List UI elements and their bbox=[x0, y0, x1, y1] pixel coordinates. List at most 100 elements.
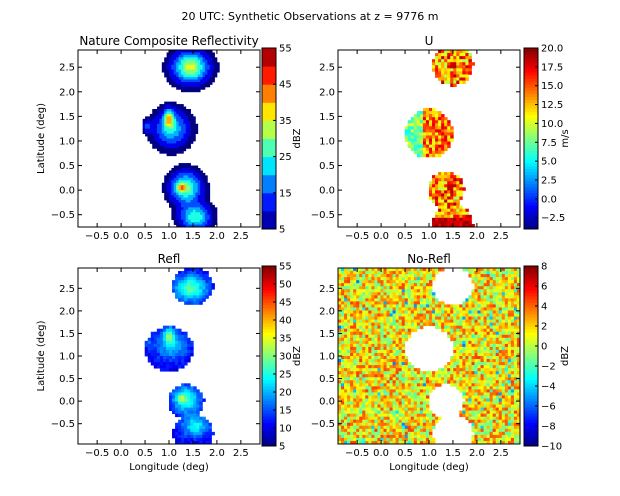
heatmap-cell bbox=[165, 356, 170, 360]
heatmap-cell bbox=[435, 377, 439, 381]
heatmap-cell bbox=[471, 301, 475, 305]
heatmap-cell bbox=[188, 143, 191, 147]
heatmap-cell bbox=[362, 398, 366, 402]
heatmap-cell bbox=[184, 386, 188, 390]
heatmap-cell bbox=[477, 413, 481, 418]
heatmap-cell bbox=[477, 356, 481, 360]
heatmap-cell bbox=[185, 175, 189, 179]
colorbar-segment bbox=[262, 305, 276, 309]
heatmap-cell bbox=[371, 371, 375, 375]
heatmap-cell bbox=[407, 271, 412, 275]
heatmap-cell bbox=[459, 337, 463, 342]
heatmap-cell bbox=[359, 422, 363, 427]
heatmap-cell bbox=[190, 199, 194, 203]
heatmap-cell bbox=[404, 325, 409, 330]
heatmap-cell bbox=[184, 413, 188, 418]
heatmap-cell bbox=[171, 116, 175, 120]
heatmap-cell bbox=[205, 431, 209, 436]
heatmap-cell bbox=[432, 187, 436, 191]
heatmap-cell bbox=[175, 389, 179, 393]
heatmap-cell bbox=[171, 204, 175, 208]
heatmap-cell bbox=[187, 422, 191, 427]
heatmap-cell bbox=[453, 74, 457, 78]
heatmap-cell bbox=[401, 389, 406, 393]
heatmap-cell bbox=[374, 431, 378, 436]
heatmap-cell bbox=[398, 298, 403, 302]
heatmap-cell bbox=[419, 407, 424, 412]
heatmap-cell bbox=[398, 392, 403, 396]
heatmap-cell bbox=[197, 84, 201, 88]
colorbar-tick-label: 10.0 bbox=[541, 119, 563, 130]
heatmap-cell bbox=[173, 74, 177, 78]
heatmap-cell bbox=[202, 81, 206, 85]
heatmap-cell bbox=[410, 416, 415, 421]
heatmap-cell bbox=[350, 407, 354, 412]
heatmap-cell bbox=[438, 77, 442, 81]
heatmap-cell bbox=[173, 84, 177, 88]
heatmap-cell bbox=[178, 219, 182, 223]
heatmap-cell bbox=[205, 271, 209, 275]
heatmap-cell bbox=[410, 413, 415, 418]
heatmap-cell bbox=[447, 310, 451, 314]
heatmap-cell bbox=[450, 319, 454, 324]
heatmap-cell bbox=[365, 362, 369, 366]
heatmap-cell bbox=[190, 431, 194, 436]
heatmap-cell bbox=[407, 428, 412, 433]
heatmap-cell bbox=[462, 316, 466, 320]
heatmap-cell bbox=[184, 356, 188, 360]
heatmap-cell bbox=[368, 419, 372, 424]
heatmap-cell bbox=[459, 208, 463, 213]
heatmap-cell bbox=[404, 304, 409, 308]
heatmap-cell bbox=[471, 223, 475, 228]
heatmap-cell bbox=[173, 128, 177, 132]
heatmap-cell bbox=[389, 343, 393, 348]
heatmap-cell bbox=[413, 132, 418, 136]
heatmap-cell bbox=[407, 386, 412, 390]
heatmap-cell bbox=[207, 207, 211, 211]
heatmap-cell bbox=[195, 123, 199, 127]
heatmap-cell bbox=[425, 413, 430, 418]
heatmap-cell bbox=[459, 211, 463, 216]
heatmap-cell bbox=[483, 271, 488, 275]
heatmap-cell bbox=[407, 135, 412, 139]
heatmap-cell bbox=[462, 307, 466, 311]
heatmap-cell bbox=[353, 352, 357, 357]
heatmap-cell bbox=[477, 295, 481, 299]
y-axis-label: Latitude (deg) bbox=[36, 103, 47, 174]
heatmap-cell bbox=[447, 220, 451, 225]
heatmap-cell bbox=[173, 153, 177, 157]
colorbar-segment bbox=[524, 144, 538, 149]
heatmap-cell bbox=[435, 53, 439, 57]
heatmap-cell bbox=[192, 133, 196, 137]
heatmap-cell bbox=[438, 111, 442, 115]
heatmap-cell bbox=[207, 187, 211, 191]
heatmap-cell bbox=[190, 428, 194, 433]
heatmap-cell bbox=[157, 133, 160, 137]
heatmap-cell bbox=[159, 121, 163, 125]
heatmap-cell bbox=[456, 325, 460, 330]
heatmap-cell bbox=[164, 140, 167, 144]
heatmap-cell bbox=[407, 377, 412, 381]
heatmap-cell bbox=[199, 295, 203, 299]
heatmap-cell bbox=[471, 343, 475, 348]
heatmap-cell bbox=[489, 337, 494, 342]
heatmap-cell bbox=[392, 389, 397, 393]
colorbar-frame bbox=[523, 47, 539, 230]
heatmap-cell bbox=[353, 340, 357, 345]
heatmap-cell bbox=[486, 349, 491, 354]
heatmap-cell bbox=[450, 196, 454, 200]
heatmap-cell bbox=[380, 322, 384, 327]
heatmap-cell bbox=[359, 304, 363, 308]
heatmap-cell bbox=[429, 319, 433, 324]
heatmap-cell bbox=[444, 202, 448, 207]
heatmap-cell bbox=[190, 192, 194, 196]
colorbar-segment bbox=[262, 383, 276, 387]
colorbar-segment bbox=[262, 359, 276, 363]
heatmap-cell bbox=[401, 386, 406, 390]
heatmap-cell bbox=[208, 425, 212, 430]
heatmap-cell bbox=[380, 362, 384, 366]
heatmap-cell bbox=[471, 374, 475, 378]
heatmap-cell bbox=[169, 180, 172, 184]
heatmap-cell bbox=[181, 407, 185, 412]
heatmap-cell bbox=[432, 138, 436, 142]
